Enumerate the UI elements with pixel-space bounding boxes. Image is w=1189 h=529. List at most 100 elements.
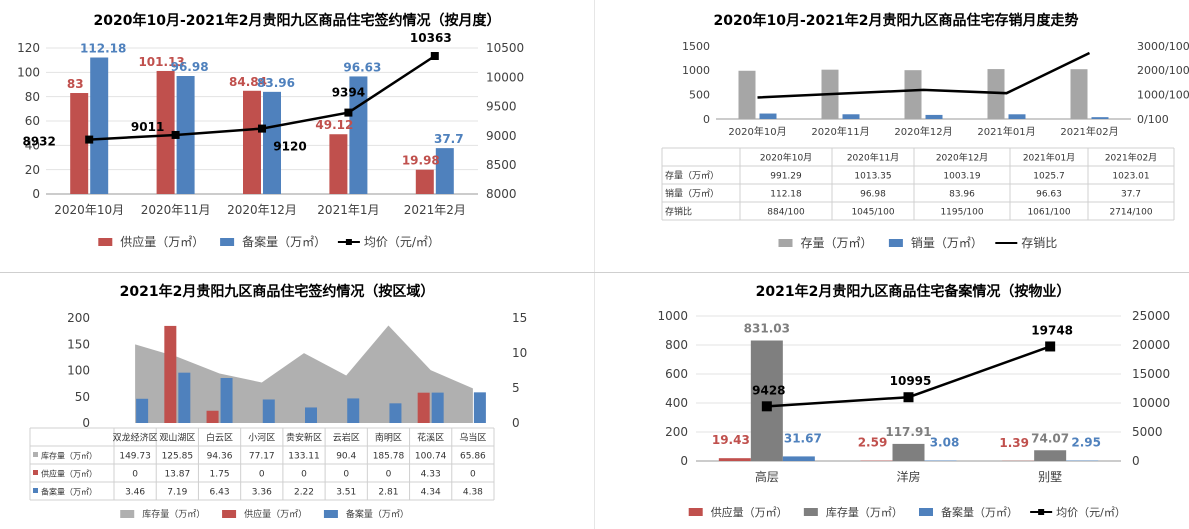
table-header-cell: 2021年01月 [1023, 152, 1075, 164]
bar-sales [842, 114, 860, 119]
bar-filing [782, 456, 815, 461]
table-row-swatch [33, 452, 38, 457]
table-header-cell: 花溪区 [417, 432, 444, 444]
y-right-tick-label: 10000 [1132, 396, 1170, 410]
bar-filing [349, 76, 368, 194]
y-right-tick-label: 10 [512, 346, 527, 360]
x-tick-label: 2020年10月 [728, 125, 786, 138]
data-label-filing: 2.95 [1071, 436, 1101, 450]
bar-supply [164, 325, 177, 423]
bar-stock [904, 70, 922, 119]
table-header-cell: 南明区 [375, 432, 402, 444]
table-cell: 4.34 [421, 488, 441, 498]
chart-title: 2021年2月贵阳九区商品住宅签约情况（按区域） [120, 283, 435, 300]
data-label-inventory: 117.91 [885, 425, 931, 439]
legend-swatch [803, 508, 818, 516]
table-cell: 1023.01 [1112, 172, 1149, 182]
point-avg-price [258, 124, 266, 133]
data-label-supply: 1.39 [999, 436, 1029, 450]
legend-marker [1038, 509, 1045, 515]
legend-label: 备案量（万㎡） [242, 234, 326, 249]
table-cell: 7.19 [167, 488, 187, 498]
legend-swatch [888, 239, 903, 247]
x-tick-label: 2020年11月 [141, 203, 211, 217]
data-label-filing: 31.67 [784, 431, 822, 445]
bar-filing [435, 148, 454, 194]
table-row-swatch [33, 488, 38, 493]
point-avg-price [171, 130, 180, 139]
y-left-tick-label: 120 [17, 41, 40, 55]
x-tick-label: 2020年10月 [54, 203, 124, 217]
table-cell: 90.4 [336, 452, 356, 462]
bar-filing [263, 91, 281, 194]
y-right-tick-label: 1000/100 [1137, 89, 1189, 102]
point-avg-price [430, 52, 439, 61]
table-cell: 37.7 [1121, 190, 1141, 200]
table-cell: 3.36 [252, 488, 272, 498]
data-label-filing: 112.18 [80, 42, 126, 56]
legend-label: 存量（万㎡） [801, 236, 873, 250]
table-cell: 0 [132, 470, 138, 480]
table-cell: 884/100 [767, 208, 805, 218]
y-left-tick-label: 0 [82, 416, 90, 430]
bar-supply [70, 93, 89, 194]
legend-label: 备案量（万㎡） [941, 505, 1018, 519]
table-header-cell: 贵安新区 [286, 432, 322, 444]
table-row-label: 供应量（万㎡） [41, 469, 97, 479]
point-avg-price [1045, 341, 1056, 352]
data-label-avg-price: 9011 [131, 120, 164, 134]
bar-sales [925, 114, 943, 119]
point-avg-price [761, 401, 772, 412]
data-label-avg-price: 10363 [410, 31, 452, 45]
y-right-tick-label: 10500 [486, 41, 524, 55]
data-label-filing: 83.96 [257, 76, 295, 90]
y-left-tick-label: 20 [25, 163, 40, 177]
bar-filing [389, 403, 402, 423]
table-cell: 133.11 [288, 452, 320, 462]
y-left-tick-label: 0 [680, 454, 688, 468]
chart-title: 2020年10月-2021年2月贵阳九区商品住宅存销月度走势 [714, 12, 1079, 29]
legend-swatch [688, 508, 703, 516]
y-left-tick-label: 500 [689, 89, 710, 102]
y-left-tick-label: 200 [665, 425, 688, 439]
table-row-swatch [33, 470, 38, 475]
table-cell: 3.51 [336, 488, 356, 498]
legend: 库存量（万㎡） 供应量（万㎡） 备案量（万㎡） [120, 508, 409, 520]
chart-monthly-signing: 2020年10月-2021年2月贵阳九区商品住宅签约情况（按月度） 0 20 40 60… [0, 0, 594, 272]
bar-filing [305, 407, 317, 423]
legend-label: 供应量（万㎡） [711, 505, 788, 519]
legend-label: 备案量（万㎡） [346, 508, 409, 520]
y-left-tick-label: 60 [25, 114, 40, 128]
table-row-label: 备案量（万㎡） [41, 487, 97, 497]
data-label-inventory: 831.03 [744, 322, 790, 336]
legend-swatch [778, 239, 793, 247]
legend-label: 均价（元/㎡） [1056, 506, 1126, 519]
bar-inventory [892, 443, 925, 461]
y-left-tick-label: 40 [25, 139, 40, 153]
table-cell: 96.98 [860, 190, 886, 200]
table-row-label: 库存量（万㎡） [41, 451, 97, 461]
legend-marker [345, 239, 352, 245]
table-cell: 2714/100 [1109, 208, 1152, 218]
data-label-filing: 37.7 [434, 132, 464, 146]
data-label-supply: 2.59 [858, 436, 888, 450]
bar-filing [347, 398, 360, 423]
y-right-tick-label: 5 [512, 381, 520, 395]
bar-supply [718, 458, 751, 461]
bar-inventory [750, 340, 783, 461]
bar-supply [243, 90, 261, 194]
bar-supply [206, 410, 219, 423]
bar-filing [220, 377, 233, 423]
x-tick-label: 2021年1月 [317, 203, 379, 217]
bar-sales [1008, 114, 1026, 119]
bar-sales [759, 113, 777, 119]
y-right-tick-label: 8500 [486, 158, 517, 172]
y-left-tick-label: 100 [17, 66, 40, 80]
table-cell: 1195/100 [940, 208, 983, 218]
x-tick-label: 2020年12月 [894, 125, 952, 138]
chart-stock-sales-trend: 2020年10月-2021年2月贵阳九区商品住宅存销月度走势 0 500 1000 15… [596, 0, 1189, 272]
bar-inventory [1034, 450, 1067, 461]
y-right-tick-label: 3000/100 [1137, 40, 1189, 53]
y-left-tick-label: 400 [665, 396, 688, 410]
